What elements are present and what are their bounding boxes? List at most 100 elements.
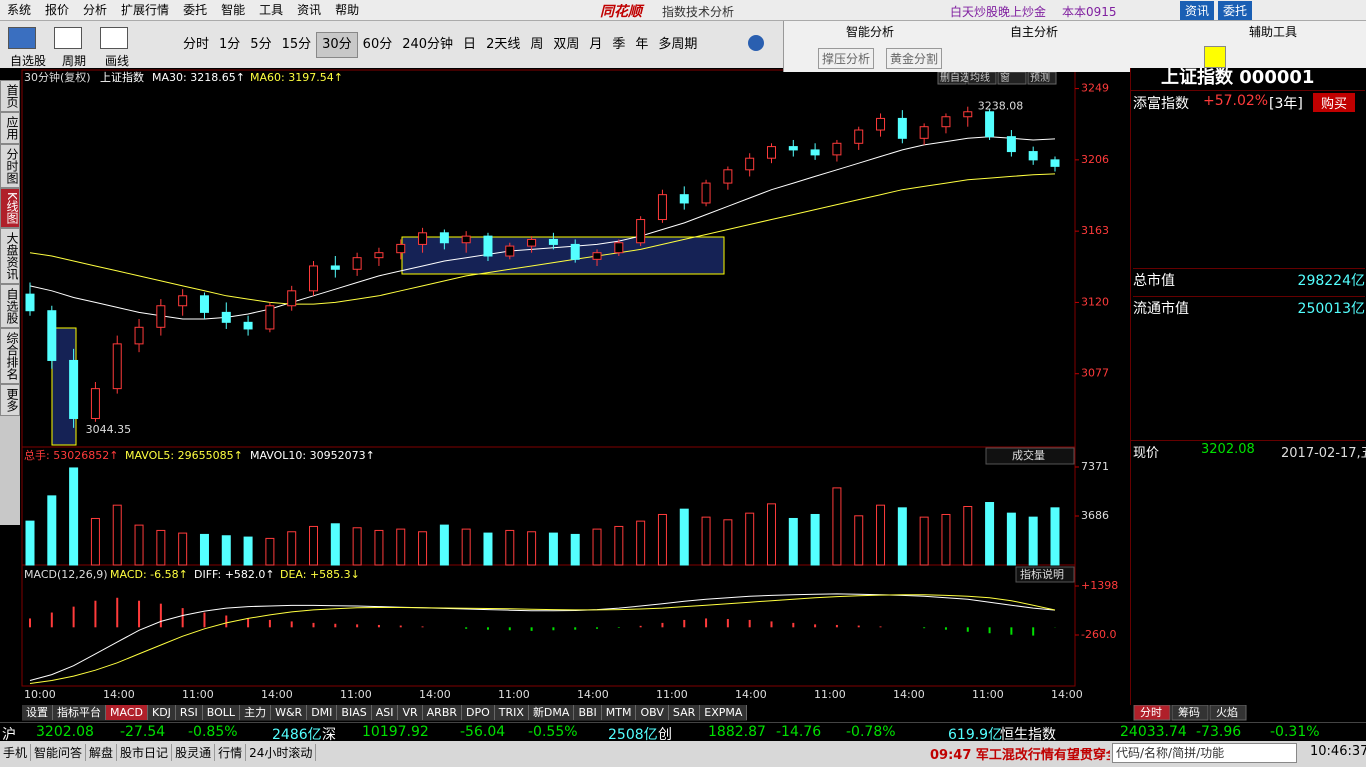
candle-body (919, 126, 929, 139)
period-button[interactable]: 5分 (250, 37, 272, 52)
x-tick-label: 14:00 (577, 688, 609, 701)
volume-bar (505, 529, 515, 566)
left-tab[interactable]: 更多 (0, 383, 20, 416)
color-swatch[interactable] (1204, 46, 1226, 68)
volume-bar (134, 524, 144, 566)
icon[interactable] (54, 27, 82, 49)
candle-body (134, 326, 144, 345)
menu-item[interactable]: 系统 (7, 3, 32, 17)
indicator-tab[interactable]: 设置 (22, 705, 53, 720)
indicator-tab[interactable]: RSI (175, 705, 203, 720)
left-tab[interactable]: 自选股 (0, 283, 20, 328)
status-link[interactable]: 股灵通 (172, 744, 216, 761)
indicator-tab[interactable]: 主力 (240, 705, 272, 720)
period-button[interactable]: 分时 (183, 37, 210, 52)
icon[interactable] (100, 27, 128, 49)
candle-body (614, 242, 624, 254)
ticker-item: -0.78% (846, 724, 896, 740)
indicator-tab[interactable]: BIAS (337, 705, 372, 720)
period-button[interactable]: 季 (612, 37, 626, 52)
period-button[interactable]: 周 (530, 37, 544, 52)
news[interactable]: 09:47 军工混改行情有望贯穿全年 (930, 748, 1110, 763)
period-button[interactable]: 多周期 (658, 37, 698, 52)
status-link[interactable]: 股市日记 (117, 744, 173, 761)
tool-button[interactable]: 撑压分析 (818, 48, 875, 69)
volume-bar (788, 517, 798, 566)
x-tick-label: 14:00 (1051, 688, 1083, 701)
indicator-tab[interactable]: EXPMA (700, 705, 748, 720)
status-link[interactable]: 手机 (0, 744, 32, 761)
period-button[interactable]: 双周 (553, 37, 580, 52)
indicator-tab[interactable]: OBV (636, 705, 669, 720)
period-button[interactable]: 60分 (362, 37, 393, 52)
info-row (1133, 136, 1365, 155)
volume-bar (243, 536, 253, 566)
left-tab[interactable]: K线图 (0, 188, 20, 228)
period-button[interactable]: 2天线 (486, 37, 521, 52)
status-link[interactable]: 行情 (215, 744, 247, 761)
indicator-tab[interactable]: BOLL (202, 705, 241, 720)
candle-body (592, 252, 602, 260)
top-button[interactable]: 资讯 (1180, 1, 1215, 20)
mini-tab (1133, 704, 1171, 721)
info-row (1133, 344, 1365, 363)
period-button[interactable]: 30分 (316, 32, 358, 58)
period-button[interactable]: 15分 (281, 37, 312, 52)
user[interactable]: 本本0915 (1062, 5, 1117, 19)
indicator-tab[interactable]: MACD (106, 705, 148, 720)
panel-title: 辅助工具 (1249, 25, 1298, 39)
search-box[interactable]: 代码/名称/简拼/功能 (1112, 743, 1297, 763)
volume-bar (112, 504, 122, 566)
info-row (1133, 179, 1365, 198)
top-button[interactable]: 委托 (1218, 1, 1253, 20)
left-tab[interactable]: 综合排名 (0, 327, 20, 384)
ticker-item: 1882.87 (708, 724, 766, 740)
side-toolbar: 智能分析 撑压分析 黄金分割 自主分析 辅助工具 (783, 21, 1366, 72)
period-buttons: 分时 1分 5分 15分 30分 60分 240分钟日 2天线周双周月季年多周期 (178, 32, 702, 58)
indicator-tab[interactable]: VR (398, 705, 423, 720)
indicator-tab[interactable]: MTM (601, 705, 637, 720)
status-link[interactable]: 解盘 (86, 744, 118, 761)
indicator-tab[interactable]: TRIX (494, 705, 529, 720)
menu-item[interactable]: 智能 (221, 3, 246, 17)
menu-item[interactable]: 分析 (83, 3, 108, 17)
tool-label[interactable]: 画线 (105, 54, 130, 68)
settings-icon[interactable] (748, 35, 764, 51)
indicator-tab[interactable]: KDJ (147, 705, 176, 720)
promo[interactable]: 白天炒股晚上炒金 (950, 5, 1047, 19)
menu-item[interactable]: 工具 (259, 3, 284, 17)
tool-label[interactable]: 自选股 (10, 54, 47, 68)
period-button[interactable]: 240分钟 (402, 37, 454, 52)
status-link[interactable]: 智能问答 (31, 744, 87, 761)
left-tab[interactable]: 大盘资讯 (0, 227, 20, 284)
period-button[interactable]: 年 (635, 37, 649, 52)
indicator-tab[interactable]: 新DMA (528, 705, 575, 720)
indicator-tab[interactable]: SAR (668, 705, 701, 720)
left-tab[interactable]: 首页 (0, 80, 20, 112)
menu-item[interactable]: 资讯 (297, 3, 322, 17)
indicator-tab[interactable]: ASI (371, 705, 399, 720)
indicator-tab[interactable]: DMI (307, 705, 338, 720)
indicator-tab[interactable]: W&R (271, 705, 308, 720)
ticker-item: 619.9亿 (948, 727, 1003, 743)
period-button[interactable]: 1分 (219, 37, 241, 52)
icon[interactable] (8, 27, 36, 49)
ticker-item: 创 (658, 727, 672, 743)
buy-button[interactable]: 购买 (1313, 93, 1356, 112)
indicator-tab[interactable]: 指标平台 (53, 705, 106, 720)
indicator-tab[interactable]: DPO (462, 705, 495, 720)
period-button[interactable]: 日 (463, 37, 477, 52)
tool-button[interactable]: 黄金分割 (886, 48, 943, 69)
tool-label[interactable]: 周期 (62, 54, 87, 68)
period-button[interactable]: 月 (589, 37, 603, 52)
menu-item[interactable]: 扩展行情 (121, 3, 170, 17)
menu-item[interactable]: 帮助 (335, 3, 360, 17)
status-link[interactable]: 24小时滚动 (246, 744, 317, 761)
menu-item[interactable]: 报价 (45, 3, 70, 17)
candle-body (636, 219, 646, 244)
left-tab[interactable]: 分时图 (0, 144, 20, 188)
menu-item[interactable]: 委托 (183, 3, 208, 17)
indicator-tab[interactable]: ARBR (422, 705, 463, 720)
indicator-tab[interactable]: BBI (574, 705, 602, 720)
left-tab[interactable]: 应用 (0, 112, 20, 144)
